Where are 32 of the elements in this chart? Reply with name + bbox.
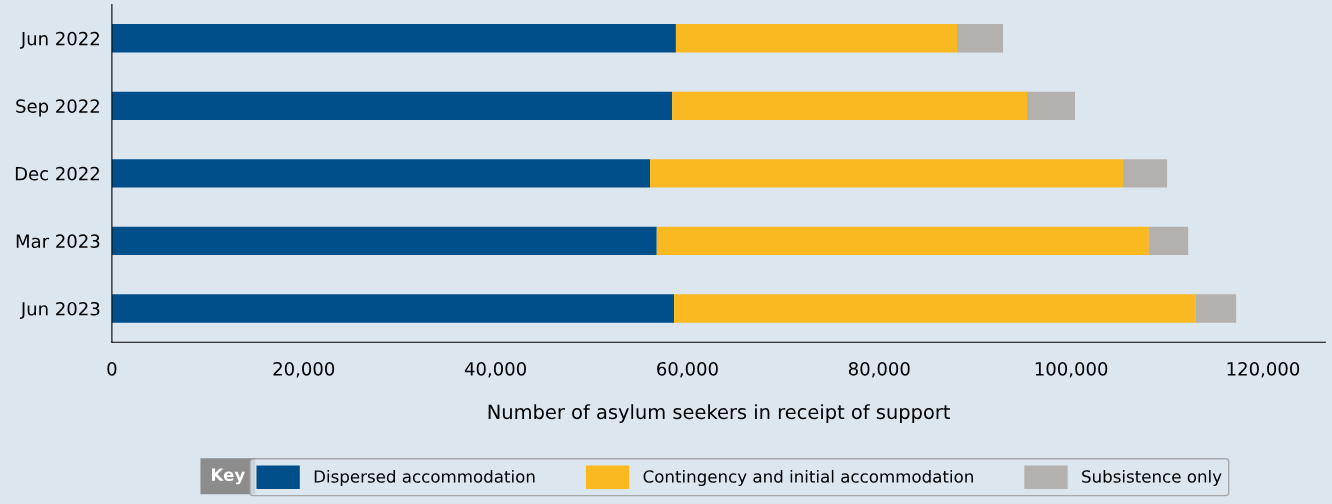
y-tick-label: Dec 2022 xyxy=(15,166,99,181)
y-tick-label: Mar 2023 xyxy=(16,234,100,249)
bar xyxy=(650,159,1123,188)
bar xyxy=(1027,91,1075,121)
y-tick-label: Sep 2022 xyxy=(16,99,99,117)
x-tick-label: 20,000 xyxy=(273,361,335,378)
x-tick-label: 80,000 xyxy=(848,361,910,378)
x-tick-label: 0 xyxy=(107,361,117,376)
legend-label: Contingency and initial accommodation xyxy=(643,469,973,487)
x-tick-label: 120,000 xyxy=(1227,361,1300,378)
x-tick-label: 100,000 xyxy=(1035,361,1108,378)
x-tick-label: 40,000 xyxy=(464,361,526,378)
bar xyxy=(111,91,673,121)
bar xyxy=(656,226,1149,256)
y-tick-label: Jun 2023 xyxy=(19,301,100,319)
bar xyxy=(1195,294,1237,323)
bar xyxy=(674,294,1196,323)
x-tick-label: 60,000 xyxy=(657,361,718,378)
bar xyxy=(675,24,957,53)
bar xyxy=(1148,226,1189,256)
bar xyxy=(111,226,657,256)
x-axis-title: Number of asylum seekers in receipt of support xyxy=(488,404,950,423)
legend-title: Key xyxy=(211,468,245,485)
bar xyxy=(672,91,1028,121)
y-tick-label: Jun 2022 xyxy=(19,31,99,49)
bar xyxy=(111,24,676,53)
bar xyxy=(111,159,651,188)
bar xyxy=(956,24,1004,53)
bar xyxy=(111,294,675,323)
legend-label: Dispersed accommodation xyxy=(314,469,535,487)
bar xyxy=(1122,159,1168,188)
legend-label: Subsistence only xyxy=(1082,469,1222,487)
